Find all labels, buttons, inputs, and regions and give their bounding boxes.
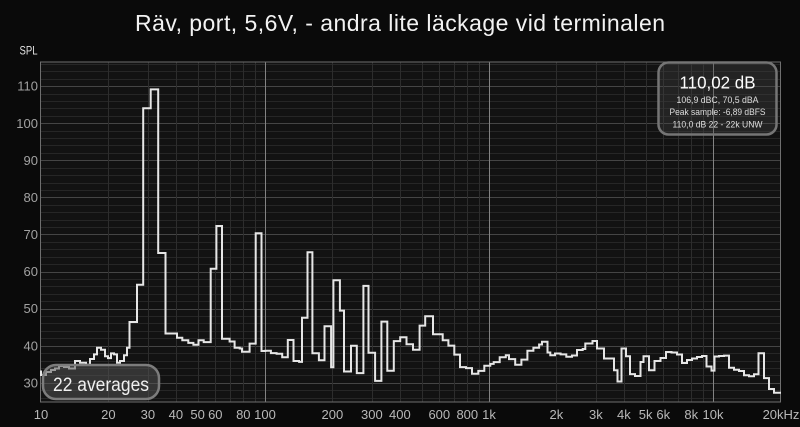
svg-text:1k: 1k xyxy=(482,407,496,422)
svg-text:60: 60 xyxy=(208,407,222,422)
svg-text:40: 40 xyxy=(169,407,183,422)
svg-text:50: 50 xyxy=(24,301,38,316)
svg-text:90: 90 xyxy=(24,153,38,168)
svg-text:50: 50 xyxy=(190,407,204,422)
svg-text:10: 10 xyxy=(34,407,48,422)
svg-text:SPL: SPL xyxy=(20,44,38,58)
svg-text:22 averages: 22 averages xyxy=(53,375,149,396)
svg-text:Peak sample: -6,89 dBFS: Peak sample: -6,89 dBFS xyxy=(670,107,766,118)
svg-text:20kHz: 20kHz xyxy=(763,407,800,422)
svg-text:110: 110 xyxy=(17,79,38,94)
svg-text:100: 100 xyxy=(16,116,38,131)
svg-text:8k: 8k xyxy=(684,407,698,422)
svg-text:60: 60 xyxy=(24,264,38,279)
svg-text:6k: 6k xyxy=(656,407,670,422)
svg-text:30: 30 xyxy=(141,407,155,422)
svg-text:106,9 dBC, 70,5 dBA: 106,9 dBC, 70,5 dBA xyxy=(677,95,760,106)
svg-text:600: 600 xyxy=(428,407,450,422)
svg-text:400: 400 xyxy=(389,407,411,422)
svg-text:80: 80 xyxy=(236,407,250,422)
svg-text:40: 40 xyxy=(24,338,38,353)
svg-text:2k: 2k xyxy=(550,407,564,422)
svg-text:80: 80 xyxy=(24,190,38,205)
svg-text:5k: 5k xyxy=(639,407,653,422)
svg-text:200: 200 xyxy=(322,407,344,422)
svg-text:300: 300 xyxy=(361,407,383,422)
svg-text:30: 30 xyxy=(24,375,38,390)
svg-text:110,02 dB: 110,02 dB xyxy=(680,73,756,93)
svg-text:4k: 4k xyxy=(617,407,631,422)
svg-text:70: 70 xyxy=(24,227,38,242)
svg-text:800: 800 xyxy=(456,407,478,422)
svg-text:10k: 10k xyxy=(703,407,724,422)
svg-text:100: 100 xyxy=(254,407,276,422)
svg-text:Räv, port, 5,6V, - andra lite: Räv, port, 5,6V, - andra lite läckage vi… xyxy=(135,10,665,36)
svg-text:110,0 dB 22 - 22k UNW: 110,0 dB 22 - 22k UNW xyxy=(673,120,763,131)
svg-text:20: 20 xyxy=(101,407,115,422)
svg-text:3k: 3k xyxy=(589,407,603,422)
